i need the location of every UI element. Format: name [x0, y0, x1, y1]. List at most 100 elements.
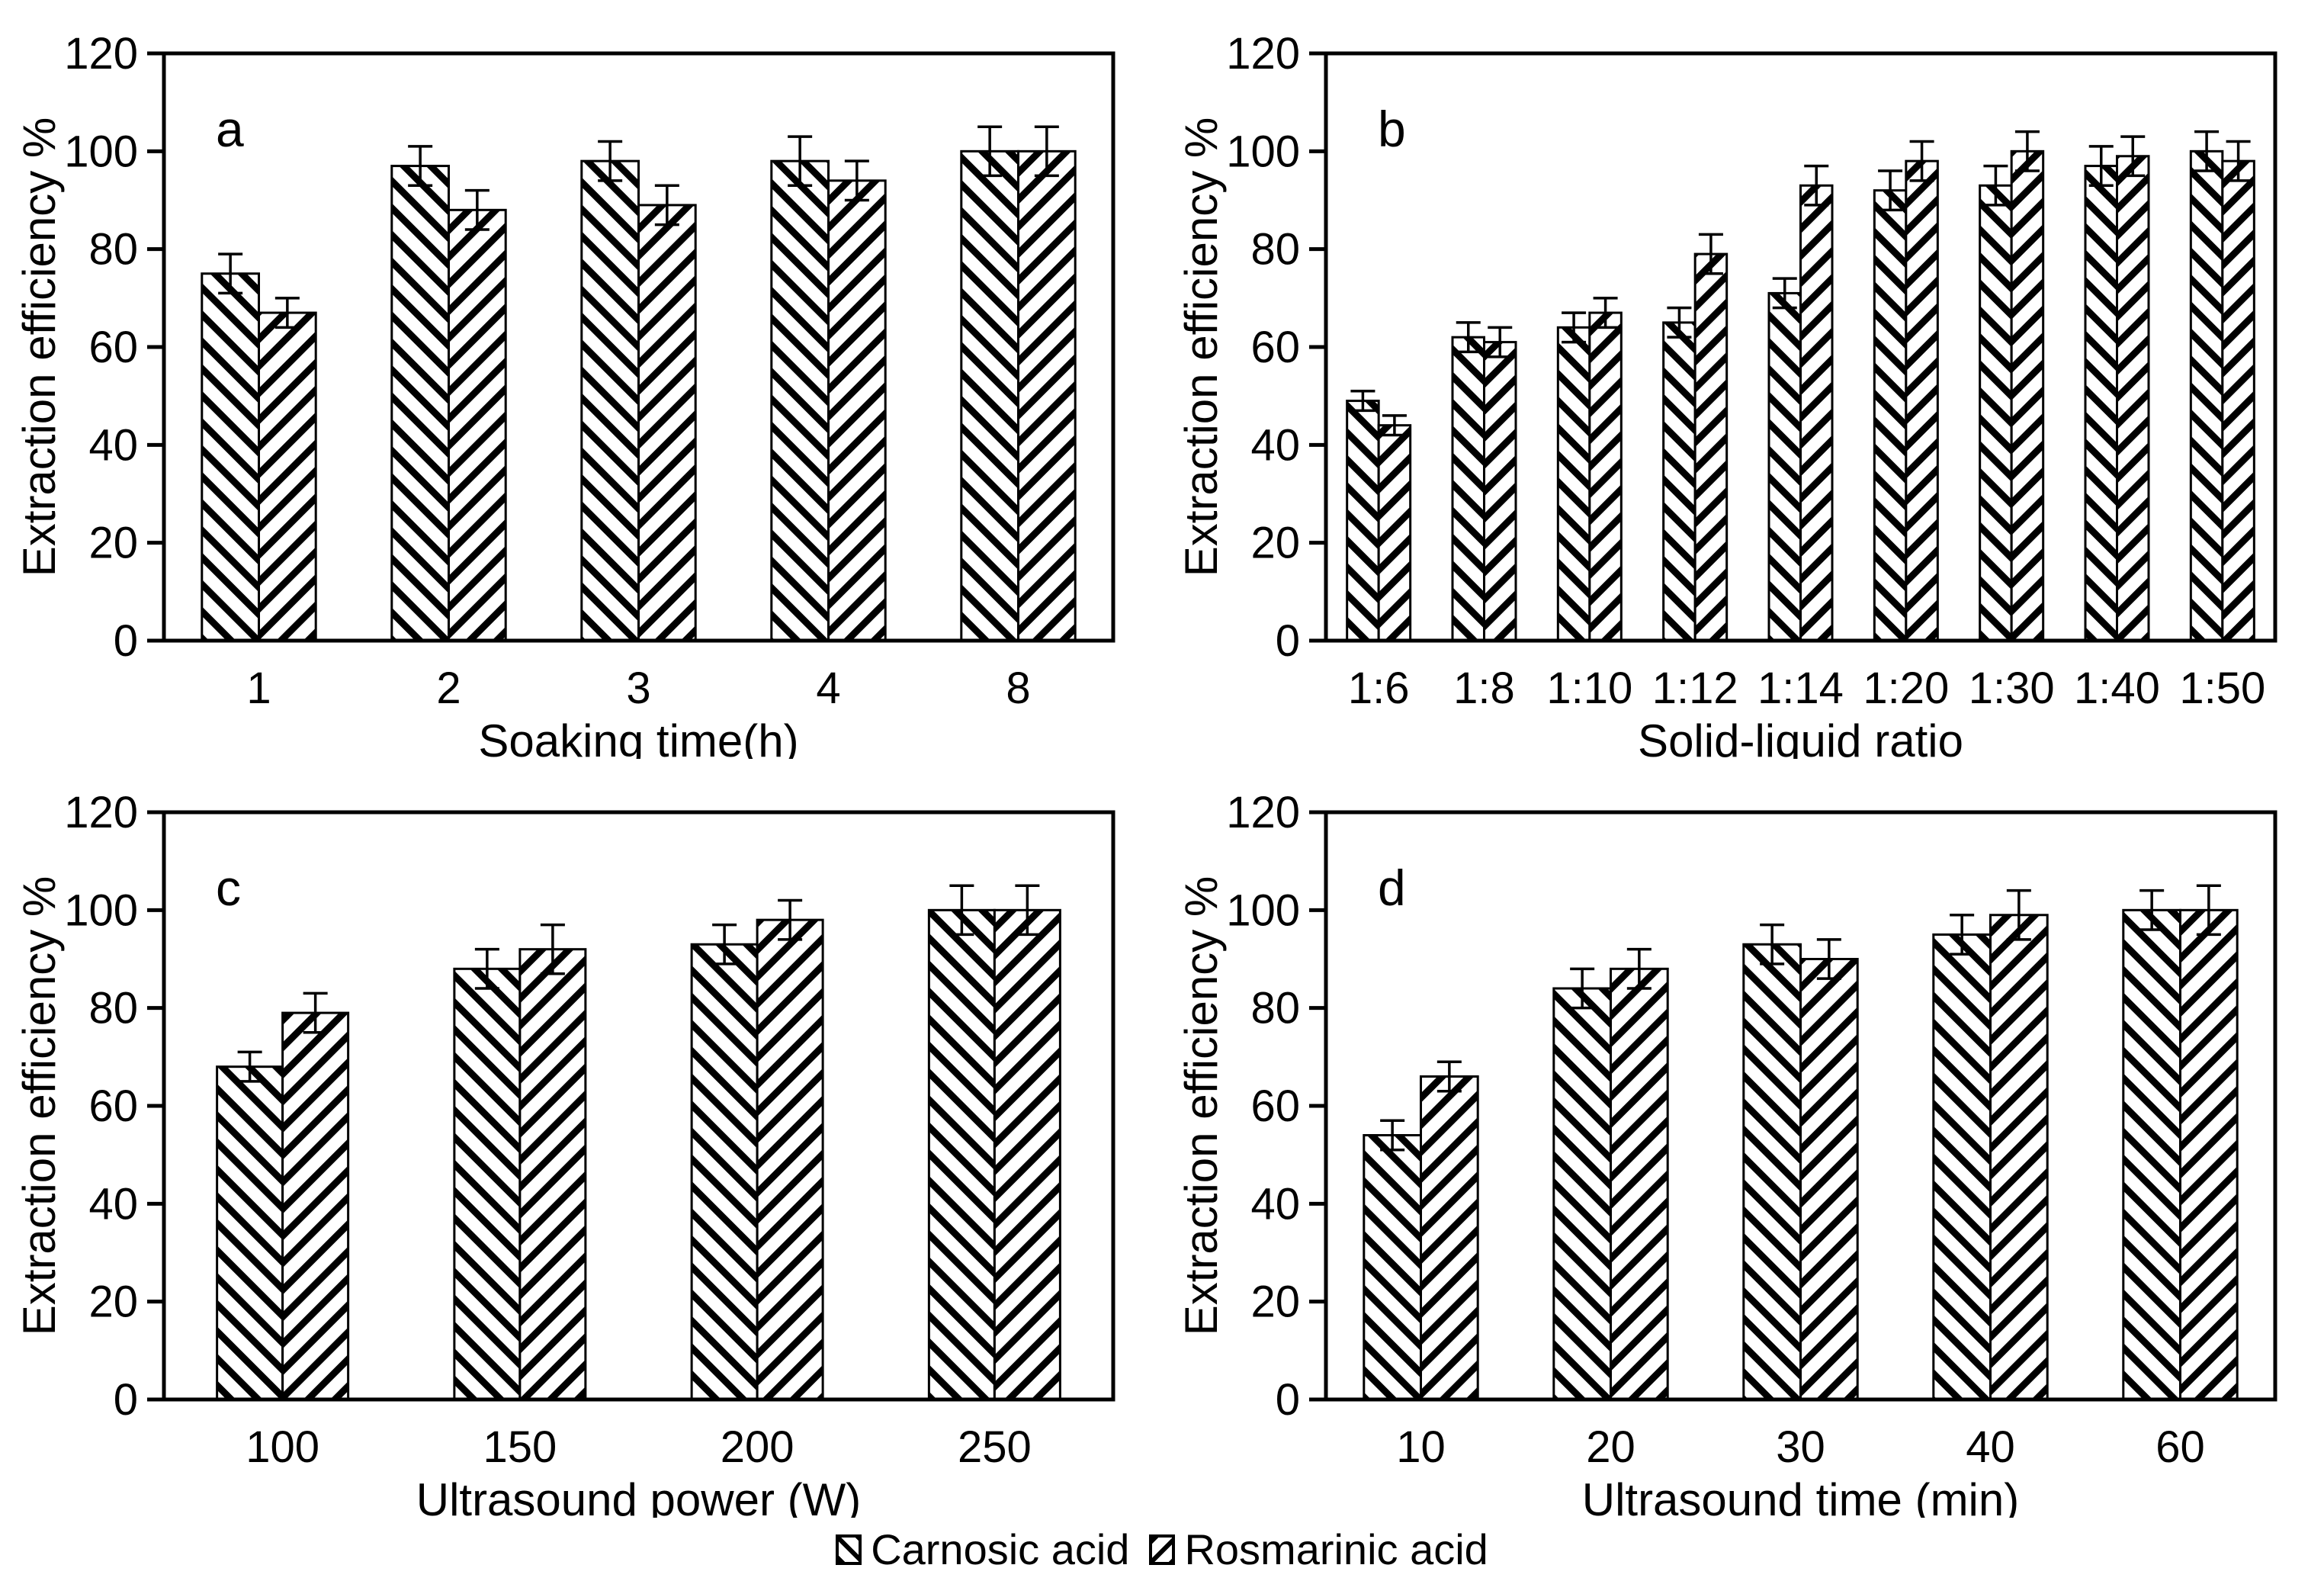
x-tick-label: 250 — [958, 1422, 1032, 1472]
bar-rosmarinic — [1588, 311, 1623, 642]
y-tick-label: 60 — [1250, 323, 1300, 372]
x-tick-label: 3 — [626, 664, 650, 713]
bar-carnosic — [201, 272, 260, 642]
bar-carnosic — [1979, 184, 2013, 642]
bar-carnosic — [1742, 943, 1802, 1401]
bar-rosmarinic — [1989, 914, 2049, 1401]
bar-rosmarinic — [2179, 908, 2239, 1401]
bar-rosmarinic — [1799, 958, 1859, 1401]
x-tick-label: 20 — [1586, 1422, 1635, 1472]
y-tick-label: 80 — [88, 225, 138, 275]
x-tick-label: 1:20 — [1863, 664, 1949, 713]
x-tick-label: 60 — [2155, 1422, 2205, 1472]
bar-rosmarinic — [258, 311, 317, 642]
bar-carnosic — [1363, 1134, 1422, 1401]
bar-rosmarinic — [756, 918, 824, 1401]
y-tick-label: 100 — [64, 127, 138, 176]
y-tick-label: 0 — [1276, 1375, 1300, 1425]
panel-grid: 0 20 40 60 80 100 120 1 2 3 4 8 a Soaking time(h) Extr… — [0, 0, 2277, 1518]
bar-carnosic — [2122, 908, 2182, 1401]
y-tick-label: 40 — [1250, 420, 1300, 470]
x-tick-label: 1:40 — [2074, 664, 2160, 713]
panel-c-chart: 0 20 40 60 80 100 120 100 150 200 250 c Ultrasound p… — [14, 788, 1115, 1518]
panel-letter: b — [1378, 101, 1406, 157]
bar-rosmarinic — [1017, 149, 1077, 642]
plot-border — [162, 810, 1115, 1402]
x-tick-label: 30 — [1776, 1422, 1825, 1472]
x-tick-label: 200 — [721, 1422, 794, 1472]
bar-rosmarinic — [1420, 1075, 1479, 1401]
bar-carnosic — [1873, 189, 1908, 642]
x-tick-label: 1:12 — [1652, 664, 1738, 713]
x-tick-label: 1:30 — [1969, 664, 2055, 713]
slash-hatch-swatch-icon — [1149, 1534, 1176, 1565]
x-tick-label: 1:14 — [1757, 664, 1844, 713]
panel-a-cell: 0 20 40 60 80 100 120 1 2 3 4 8 a Soaking time(h) Extr… — [0, 0, 1162, 759]
y-axis-title: Extraction efficiency % — [14, 876, 65, 1336]
y-tick-label: 20 — [1250, 1277, 1300, 1327]
bar-carnosic — [1556, 326, 1591, 642]
bar-rosmarinic — [448, 208, 507, 642]
bar-carnosic — [580, 159, 640, 642]
y-tick-label: 60 — [88, 323, 138, 372]
bar-rosmarinic — [2221, 159, 2255, 642]
y-tick-label: 120 — [64, 788, 138, 837]
x-tick-label: 8 — [1006, 664, 1030, 713]
bar-rosmarinic — [637, 204, 697, 642]
panel-letter: a — [216, 101, 244, 157]
y-tick-label: 40 — [88, 420, 138, 470]
y-tick-label: 0 — [114, 1375, 138, 1425]
bar-carnosic — [1932, 933, 1992, 1401]
bar-carnosic — [2084, 165, 2118, 642]
panel-b-chart: 0 20 40 60 80 100 120 1:6 1:8 1:10 1:12 1:14 1:20 1:3… — [1176, 29, 2277, 759]
bar-carnosic — [960, 149, 1020, 642]
y-tick-label: 80 — [88, 984, 138, 1033]
y-tick-label: 100 — [1226, 885, 1300, 935]
legend-item-carnosic: Carnosic acid — [836, 1528, 1129, 1571]
bar-rosmarinic — [1905, 159, 1939, 642]
y-tick-label: 120 — [1226, 788, 1300, 837]
y-tick-label: 40 — [1250, 1179, 1300, 1229]
y-tick-label: 20 — [88, 1277, 138, 1327]
y-tick-label: 0 — [1276, 616, 1300, 666]
plot-border — [1324, 51, 2277, 643]
legend-label-rosmarinic: Rosmarinic acid — [1184, 1525, 1488, 1573]
bar-carnosic — [1662, 321, 1696, 642]
x-tick-label: 1:6 — [1348, 664, 1410, 713]
bar-carnosic — [390, 165, 450, 642]
bar-rosmarinic — [281, 1011, 350, 1401]
y-axis-title: Extraction efficiency % — [1176, 117, 1227, 577]
y-tick-label: 0 — [114, 616, 138, 666]
y-tick-label: 60 — [88, 1081, 138, 1131]
panel-letter: c — [216, 860, 241, 916]
y-tick-label: 100 — [1226, 127, 1300, 176]
x-tick-label: 4 — [816, 664, 840, 713]
bar-rosmarinic — [1610, 967, 1669, 1401]
bar-carnosic — [1346, 400, 1380, 642]
x-axis-title: Ultrasound time (min) — [1582, 1474, 2020, 1518]
panel-d-chart: 0 20 40 60 80 100 120 10 20 30 40 60 d Ultrasound tim… — [1176, 788, 2277, 1518]
x-tick-label: 100 — [246, 1422, 319, 1472]
x-tick-label: 40 — [1966, 1422, 2015, 1472]
y-tick-label: 20 — [1250, 519, 1300, 568]
bar-rosmarinic — [2116, 155, 2150, 642]
y-tick-label: 20 — [88, 519, 138, 568]
panel-letter: d — [1378, 860, 1406, 916]
x-tick-label: 1:50 — [2179, 664, 2265, 713]
x-tick-label: 1:8 — [1453, 664, 1515, 713]
bar-rosmarinic — [1483, 341, 1517, 642]
y-tick-label: 80 — [1250, 225, 1300, 275]
bar-carnosic — [927, 908, 996, 1401]
y-axis-title: Extraction efficiency % — [14, 117, 65, 577]
y-tick-label: 40 — [88, 1179, 138, 1229]
bar-carnosic — [1767, 291, 1802, 642]
bar-rosmarinic — [518, 948, 587, 1401]
bar-rosmarinic — [827, 179, 887, 642]
bar-rosmarinic — [2010, 149, 2045, 642]
x-axis-title: Solid-liquid ratio — [1638, 715, 1963, 759]
legend-item-rosmarinic: Rosmarinic acid — [1149, 1528, 1488, 1571]
x-tick-label: 10 — [1396, 1422, 1446, 1472]
plot-border — [1324, 810, 2277, 1402]
panel-a-chart: 0 20 40 60 80 100 120 1 2 3 4 8 a Soaking time(h) Extr… — [14, 29, 1115, 759]
